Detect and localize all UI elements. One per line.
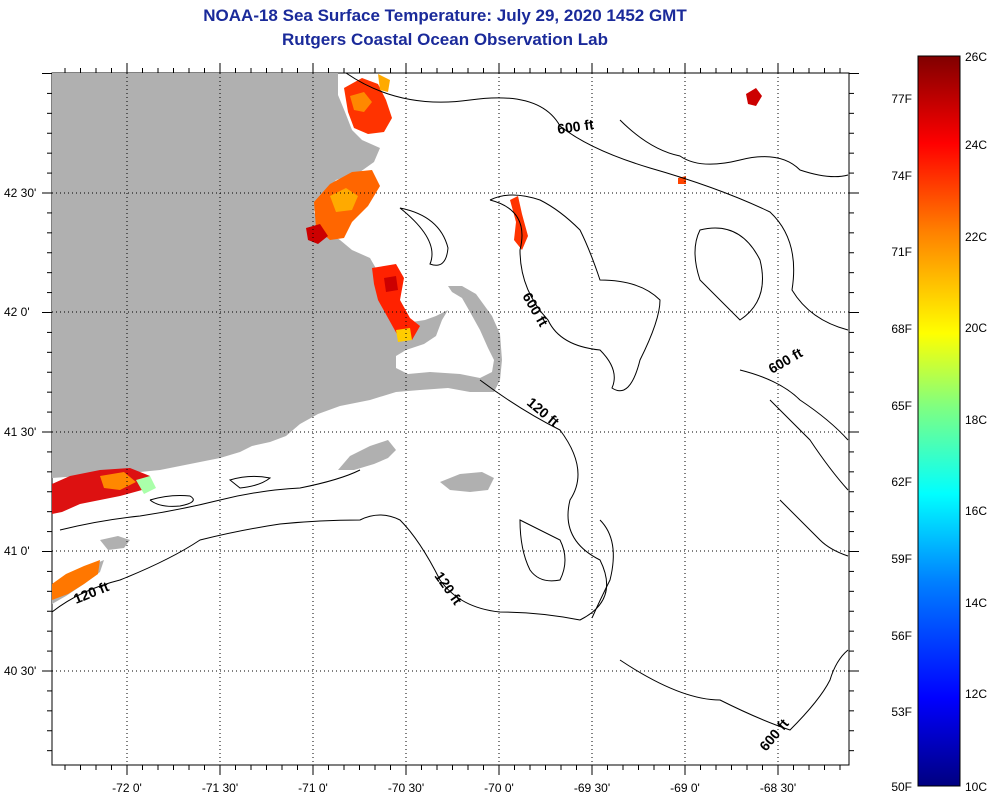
latitude-label: 40 30' <box>4 664 36 678</box>
longitude-label: -71 0' <box>298 781 328 795</box>
colorbar-c-label: 22C <box>965 230 987 244</box>
colorbar-c-label: 16C <box>965 504 987 518</box>
map-subtitle: Rutgers Coastal Ocean Observation Lab <box>282 30 608 49</box>
longitude-label: -71 30' <box>202 781 238 795</box>
colorbar-f-label: 56F <box>891 629 912 643</box>
colorbar-celsius-labels: 26C 24C 22C 20C 18C 16C 14C 12C 10C <box>965 50 987 794</box>
isobath-contours <box>52 73 849 731</box>
longitude-labels: -72 0' -71 30' -71 0' -70 30' -70 0' -69… <box>112 781 796 795</box>
longitude-label: -68 30' <box>760 781 796 795</box>
colorbar-c-label: 24C <box>965 138 987 152</box>
colorbar-f-label: 62F <box>891 475 912 489</box>
colorbar-f-label: 53F <box>891 705 912 719</box>
colorbar-c-label: 12C <box>965 687 987 701</box>
graticule <box>52 73 849 765</box>
axis-ticks <box>42 63 859 775</box>
longitude-label: -69 0' <box>670 781 700 795</box>
contour-label-600ft: 600 ft <box>556 116 595 137</box>
colorbar-fahrenheit-labels: 77F 74F 71F 68F 65F 62F 59F 56F 53F 50F <box>891 92 912 794</box>
colorbar-f-label: 74F <box>891 169 912 183</box>
map-title: NOAA-18 Sea Surface Temperature: July 29… <box>203 6 687 25</box>
sst-patches <box>52 74 762 600</box>
colorbar-f-label: 68F <box>891 322 912 336</box>
colorbar-c-label: 14C <box>965 596 987 610</box>
colorbar-c-label: 26C <box>965 50 987 64</box>
latitude-label: 42 0' <box>4 305 30 319</box>
longitude-label: -70 0' <box>484 781 514 795</box>
latitude-labels: 42 30' 42 0' 41 30' 41 0' 40 30' <box>4 186 36 678</box>
latitude-label: 41 0' <box>4 544 30 558</box>
colorbar-f-label: 50F <box>891 780 912 794</box>
latitude-label: 41 30' <box>4 425 36 439</box>
longitude-label: -70 30' <box>388 781 424 795</box>
colorbar-c-label: 18C <box>965 413 987 427</box>
colorbar-c-label: 10C <box>965 780 987 794</box>
latitude-label: 42 30' <box>4 186 36 200</box>
land <box>52 73 502 604</box>
longitude-label: -72 0' <box>112 781 142 795</box>
colorbar-f-label: 71F <box>891 245 912 259</box>
colorbar-c-label: 20C <box>965 321 987 335</box>
longitude-label: -69 30' <box>574 781 610 795</box>
colorbar-f-label: 59F <box>891 552 912 566</box>
temperature-colorbar <box>917 55 961 787</box>
colorbar-f-label: 77F <box>891 92 912 106</box>
colorbar-f-label: 65F <box>891 399 912 413</box>
